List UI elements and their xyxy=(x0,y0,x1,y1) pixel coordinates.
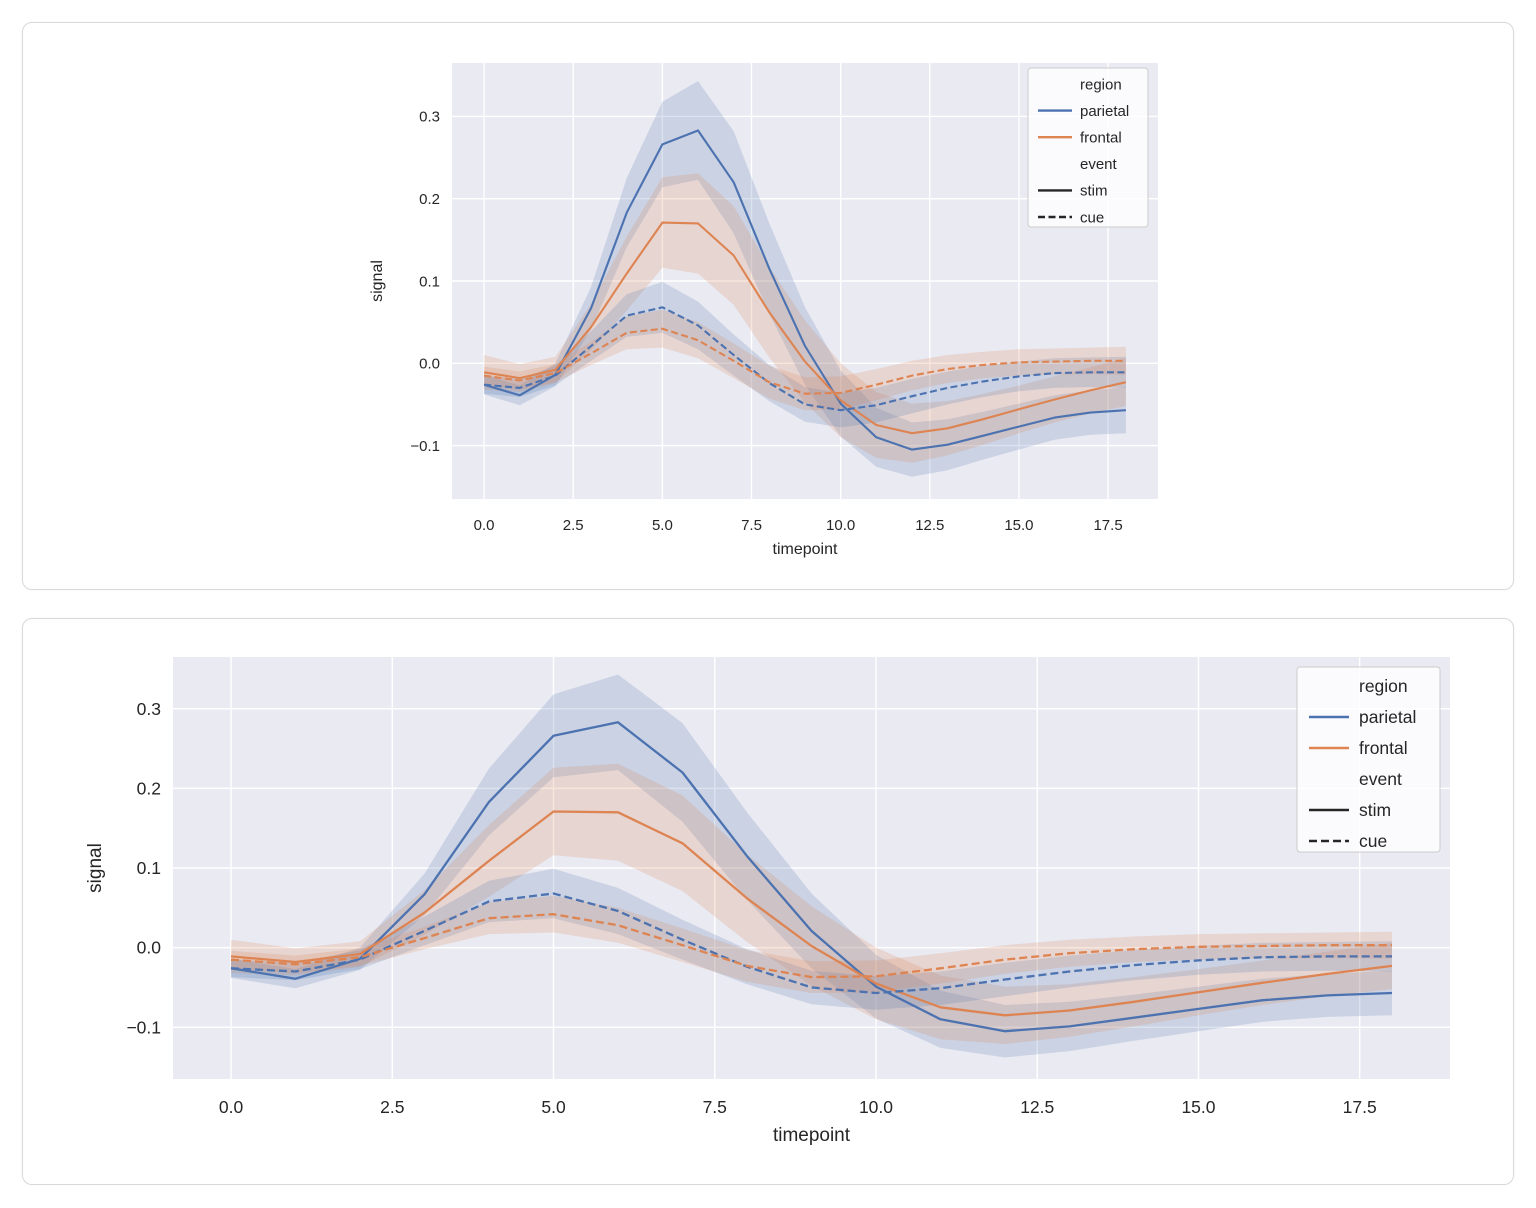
y-tick-label: −0.1 xyxy=(126,1017,161,1037)
band-frontal-cue xyxy=(484,309,1126,411)
y-tick-label: 0.2 xyxy=(419,191,440,208)
x-tick-label: 15.0 xyxy=(1004,517,1033,534)
legend-label-cue: cue xyxy=(1080,209,1104,226)
band-frontal-stim xyxy=(231,763,1392,1044)
line-frontal-cue xyxy=(230,913,1392,979)
x-tick-label: 2.5 xyxy=(380,1097,404,1117)
legend-label-parietal: parietal xyxy=(1359,707,1416,727)
chart-card-bottom: 0.0 2.5 5.0 7.5 10.0 12.5 15.0 17.5 −0.1 0.0 0.1 0.… xyxy=(22,618,1514,1185)
legend-box xyxy=(1027,67,1149,228)
band-parietal-cue xyxy=(231,868,1392,1010)
x-tick-label: 10.0 xyxy=(859,1097,893,1117)
legend-label-cue: cue xyxy=(1359,831,1387,851)
x-tick-label: 0.0 xyxy=(474,517,495,534)
fmri-chart-bottom-figure: 0.0 2.5 5.0 7.5 10.0 12.5 15.0 17.5 −0.1 0.0 0.1 0.… xyxy=(85,619,1513,1154)
legend-label-frontal: frontal xyxy=(1359,738,1408,758)
y-tick-label: 0.0 xyxy=(419,356,440,373)
line-parietal-stim xyxy=(483,129,1126,451)
y-tick-label: 0.3 xyxy=(419,109,440,126)
y-tick-label: 0.2 xyxy=(137,779,161,799)
x-tick-label: 0.0 xyxy=(219,1097,244,1117)
y-tick-label: 0.3 xyxy=(137,699,161,719)
y-tick-label: 0.1 xyxy=(419,273,440,290)
legend-box xyxy=(1296,666,1441,853)
legend-label-stim: stim xyxy=(1359,800,1391,820)
legend-label-event: event xyxy=(1359,769,1402,789)
line-parietal-cue xyxy=(484,306,1126,412)
y-axis-label: signal xyxy=(369,260,386,302)
band-parietal-cue xyxy=(484,281,1126,428)
x-tick-label: 10.0 xyxy=(826,517,855,534)
y-axis-label: signal xyxy=(85,843,106,893)
line-frontal-stim xyxy=(230,810,1393,1017)
band-frontal-cue xyxy=(231,895,1392,993)
line-frontal-stim xyxy=(483,221,1127,435)
legend-label-stim: stim xyxy=(1080,183,1108,200)
legend-label-event: event xyxy=(1080,156,1118,173)
x-tick-label: 7.5 xyxy=(741,517,762,534)
x-tick-label: 17.5 xyxy=(1093,517,1122,534)
fmri-chart-top-svg: 0.0 2.5 5.0 7.5 10.0 12.5 15.0 17.5 −0.1 0.0 0.1 0.… xyxy=(369,63,1158,558)
line-parietal-cue xyxy=(230,892,1392,995)
legend-label-parietal: parietal xyxy=(1080,103,1129,120)
fmri-chart-bottom-svg: 0.0 2.5 5.0 7.5 10.0 12.5 15.0 17.5 −0.1 0.0 0.1 0.… xyxy=(85,657,1450,1146)
y-tick-label: 0.0 xyxy=(137,938,162,958)
page: 0.0 2.5 5.0 7.5 10.0 12.5 15.0 17.5 −0.1 0.0 0.1 0.… xyxy=(22,22,1514,1185)
legend-label-region: region xyxy=(1080,76,1122,93)
band-frontal-stim xyxy=(484,173,1126,463)
y-tick-label: −0.1 xyxy=(410,438,440,455)
x-axis-label: timepoint xyxy=(773,541,838,558)
x-tick-label: 2.5 xyxy=(563,517,584,534)
x-tick-label: 12.5 xyxy=(915,517,944,534)
fmri-chart-top-figure: 0.0 2.5 5.0 7.5 10.0 12.5 15.0 17.5 −0.1 0.0 0.1 0.… xyxy=(364,23,1513,558)
chart-card-top: 0.0 2.5 5.0 7.5 10.0 12.5 15.0 17.5 −0.1 0.0 0.1 0.… xyxy=(22,22,1514,590)
x-axis-label: timepoint xyxy=(773,1125,851,1146)
x-tick-label: 5.0 xyxy=(652,517,673,534)
legend-label-frontal: frontal xyxy=(1080,129,1122,146)
x-tick-label: 7.5 xyxy=(703,1097,727,1117)
legend-label-region: region xyxy=(1359,676,1408,696)
y-tick-label: 0.1 xyxy=(137,858,161,878)
x-tick-label: 15.0 xyxy=(1181,1097,1215,1117)
x-tick-label: 17.5 xyxy=(1343,1097,1377,1117)
line-frontal-cue xyxy=(483,327,1126,395)
x-tick-label: 12.5 xyxy=(1020,1097,1054,1117)
x-tick-label: 5.0 xyxy=(541,1097,566,1117)
line-parietal-stim xyxy=(230,721,1393,1033)
